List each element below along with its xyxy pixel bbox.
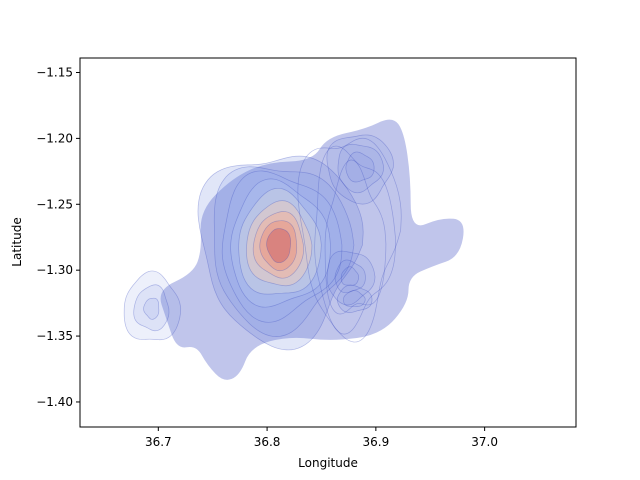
contour-line-main: [252, 211, 304, 279]
density-band-secondary: [337, 285, 372, 313]
y-tick-label: −1.40: [36, 395, 73, 409]
contour-line-main: [213, 166, 355, 337]
contour-line-main: [197, 155, 364, 351]
y-axis-label: Latitude: [10, 217, 24, 266]
density-band-secondary: [326, 134, 394, 205]
contour-line-main: [259, 220, 298, 272]
contour-line-ridge: [314, 145, 396, 335]
contour-line-ridge: [324, 159, 387, 315]
density-band-secondary: [335, 259, 366, 293]
y-tick-label: −1.20: [36, 131, 73, 145]
contour-line-secondary: [345, 151, 375, 183]
x-tick-label: 37.0: [471, 435, 498, 449]
x-axis-label: Longitude: [298, 456, 358, 470]
density-band-secondary: [345, 151, 375, 182]
contour-line-secondary: [343, 290, 366, 307]
density-band-secondary: [124, 270, 181, 340]
y-tick-label: −1.30: [36, 263, 73, 277]
contour-line-main: [246, 200, 313, 287]
contour-line-ridge: [297, 137, 402, 343]
contour-line-secondary: [340, 266, 360, 286]
contour-line-secondary: [326, 134, 394, 205]
contour-line-secondary: [336, 284, 373, 313]
y-axis-ticks: −1.15 −1.20 −1.25 −1.30 −1.35 −1.40: [36, 65, 80, 409]
x-tick-label: 36.8: [254, 435, 281, 449]
contour-line-secondary: [123, 270, 182, 341]
contour-line-main: [230, 178, 331, 308]
density-level-outer: [160, 119, 464, 380]
density-band-main: [259, 220, 297, 271]
density-contour-lines: [123, 134, 402, 351]
density-band-secondary: [143, 298, 159, 320]
density-band-main: [266, 228, 291, 263]
plot-area: [123, 119, 464, 380]
contour-line-main: [221, 170, 343, 323]
x-axis-ticks: 36.7 36.8 36.9 37.0: [145, 427, 498, 449]
y-tick-label: −1.25: [36, 197, 73, 211]
contour-line-secondary: [337, 143, 384, 194]
y-tick-label: −1.35: [36, 329, 73, 343]
contour-line-secondary: [334, 259, 366, 294]
contour-line-main: [266, 228, 291, 264]
density-band-secondary: [327, 251, 375, 305]
contour-line-secondary: [326, 250, 376, 306]
x-tick-label: 36.7: [145, 435, 172, 449]
contour-line-secondary: [133, 284, 170, 332]
density-band-secondary: [337, 144, 384, 193]
density-band-secondary: [341, 266, 359, 286]
density-band-main: [253, 211, 304, 279]
density-band-secondary: [343, 290, 366, 307]
density-contours: [124, 119, 464, 380]
y-tick-label: −1.15: [36, 65, 73, 79]
contour-line-secondary: [143, 297, 160, 320]
density-band-secondary: [133, 284, 169, 331]
axes-frame: [79, 57, 577, 428]
contour-line-main: [238, 187, 322, 295]
x-tick-label: 36.9: [363, 435, 390, 449]
